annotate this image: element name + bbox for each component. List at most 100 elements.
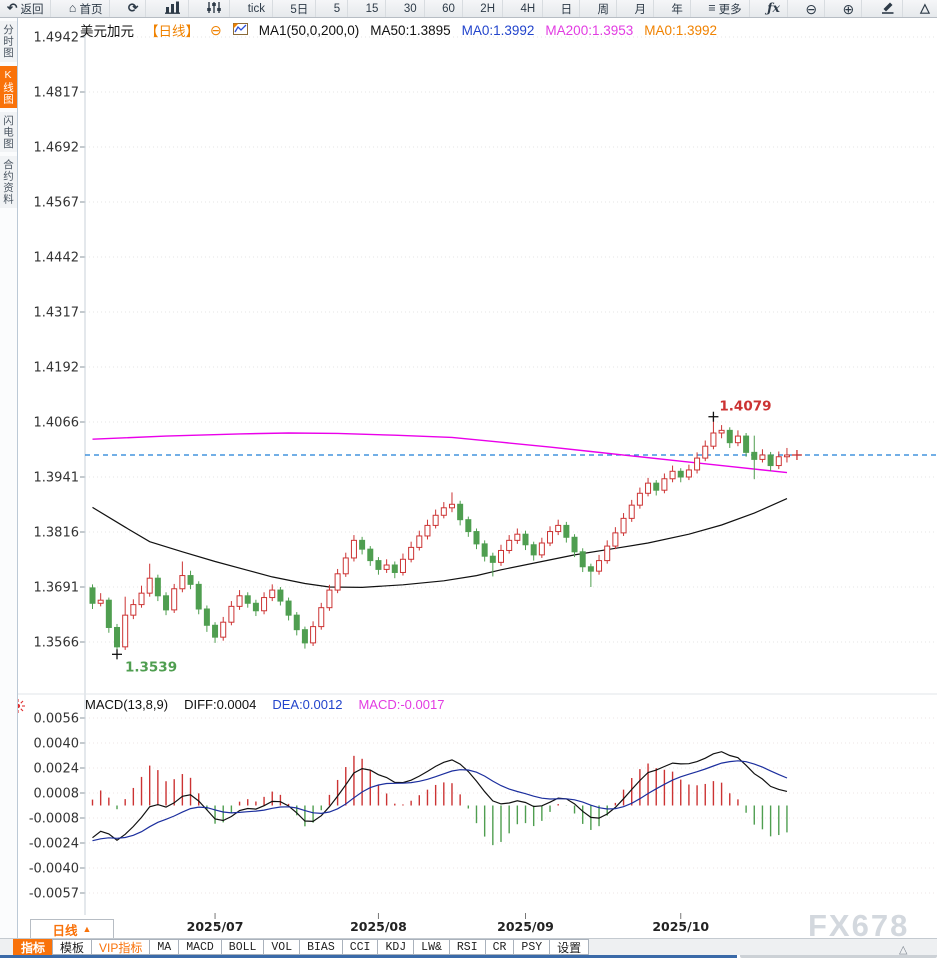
y-axis-label: 1.4192 — [34, 361, 80, 376]
top-toolbar: ↶ 返回 ⌂ 首页 ⟳ tick 5日 5 15 30 60 2H 4H 日 周 月 年 ≡ 更多 ƒx ⊖ ⊕ △ — [0, 0, 937, 18]
topbar-tf-2h-button[interactable]: 2H — [473, 0, 503, 17]
topbar-tf-month-button[interactable]: 月 — [627, 0, 654, 17]
topbar-tf-15-button[interactable]: 15 — [359, 0, 387, 17]
topbar-tf-5-button[interactable]: 5 — [327, 0, 349, 17]
tab-BOLL[interactable]: BOLL — [220, 939, 265, 955]
tab-设置[interactable]: 设置 — [549, 939, 590, 955]
topbar-tf-day-label: 日 — [560, 3, 573, 16]
ma50-value: MA50:1.3895 — [370, 22, 451, 38]
topbar-tf-4h-label: 4H — [520, 2, 536, 15]
y-axis-label: 1.4317 — [34, 306, 80, 321]
ma200-value: MA200:1.3953 — [545, 22, 634, 38]
x-axis-label: 2025/10 — [652, 919, 709, 934]
y-axis-label: 1.4942 — [34, 31, 80, 46]
topbar-tf-tick-button[interactable]: tick — [241, 0, 273, 17]
more-icon: ≡ — [708, 1, 716, 16]
tab-RSI[interactable]: RSI — [448, 939, 486, 955]
topbar-bar-chart-button[interactable] — [157, 0, 189, 17]
bar-chart-icon — [164, 1, 181, 17]
macd-y-axis-label: -0.0008 — [29, 812, 79, 827]
back-icon: ↶ — [7, 1, 18, 16]
tab-MA[interactable]: MA — [149, 939, 180, 955]
indicator-tab-bar: 指标 模板 VIP指标 MA MACD BOLL VOL BIAS CCI KDJ LW& RSI CR… — [0, 938, 937, 955]
macd-y-axis-label: -0.0040 — [29, 862, 79, 877]
topbar-draw-triangle-button[interactable]: △ — [913, 0, 937, 17]
topbar-draw-pencil-button[interactable] — [873, 0, 903, 17]
y-axis-label: 1.4567 — [34, 196, 80, 211]
indicator-thumbnail-icon[interactable] — [232, 22, 248, 38]
macd-y-axis-label: 0.0040 — [34, 737, 80, 752]
macd-y-axis-label: -0.0057 — [29, 887, 79, 902]
low-price-label: 1.3539 — [125, 659, 177, 675]
sidebar-item-2[interactable]: 闪电图 — [0, 111, 17, 152]
refresh-icon: ⟳ — [127, 1, 139, 16]
topbar-zoom-out-button[interactable]: ⊖ — [798, 0, 826, 17]
macd-y-axis-label: -0.0024 — [29, 837, 79, 852]
topbar-back-button[interactable]: ↶ 返回 — [0, 0, 52, 17]
ma0-blue-value: MA0:1.3992 — [461, 22, 535, 38]
topbar-tf-30-label: 30 — [403, 2, 417, 15]
macd-y-axis-label: 0.0008 — [34, 787, 80, 802]
tab-指标[interactable]: 指标 — [13, 939, 54, 955]
zoom-in-icon: ⊕ — [842, 0, 855, 17]
indicator-fx-icon: ƒx — [767, 0, 780, 16]
topbar-home-button[interactable]: ⌂ 首页 — [62, 0, 111, 17]
sidebar-item-1[interactable]: K线图 — [0, 65, 17, 108]
macd-header-row: MACD(13,8,9) DIFF:0.0004 DEA:0.0012 MACD… — [85, 697, 444, 712]
topbar-tf-month-label: 月 — [634, 3, 646, 16]
tab-模板[interactable]: 模板 — [52, 939, 93, 955]
topbar-tf-week-button[interactable]: 周 — [591, 0, 618, 17]
zoom-out-icon: ⊖ — [805, 0, 818, 17]
tab-KDJ[interactable]: KDJ — [377, 939, 415, 955]
draw-triangle-icon: △ — [920, 1, 930, 16]
horizontal-scrollbar-thumb[interactable] — [740, 953, 937, 958]
tab-PSY[interactable]: PSY — [513, 939, 551, 955]
y-axis-label: 1.4066 — [34, 416, 80, 431]
topbar-indicator-fx-button[interactable]: ƒx — [760, 0, 788, 17]
macd-hist-value: MACD:-0.0017 — [358, 697, 445, 712]
topbar-indicator-sliders-button[interactable] — [199, 0, 231, 17]
topbar-back-label: 返回 — [20, 3, 44, 16]
home-icon: ⌂ — [68, 1, 77, 16]
topbar-tf-day-button[interactable]: 日 — [554, 0, 581, 17]
topbar-home-label: 首页 — [79, 3, 103, 16]
topbar-tf-5d-label: 5日 — [290, 3, 309, 16]
macd-histogram — [91, 755, 788, 846]
tab-LW&[interactable]: LW& — [413, 939, 450, 955]
topbar-tf-week-label: 周 — [597, 3, 610, 16]
tab-MACD[interactable]: MACD — [178, 939, 222, 955]
topbar-tf-30-button[interactable]: 30 — [397, 0, 425, 17]
period-selector-label: 日线 — [52, 923, 78, 938]
sliders-icon — [206, 1, 222, 17]
topbar-tf-5d-button[interactable]: 5日 — [283, 0, 317, 17]
tab-VOL[interactable]: VOL — [263, 939, 301, 955]
tab-BIAS[interactable]: BIAS — [299, 939, 343, 955]
topbar-refresh-button[interactable]: ⟳ — [121, 0, 147, 17]
sidebar-item-0[interactable]: 分时图 — [0, 21, 17, 62]
topbar-tf-2h-label: 2H — [480, 2, 495, 15]
y-axis-label: 1.3691 — [34, 581, 80, 596]
bottom-strip — [0, 955, 737, 958]
macd-y-axis-label: 0.0024 — [34, 762, 80, 777]
tab-CCI[interactable]: CCI — [341, 939, 379, 955]
period-selector-button[interactable]: 日线 ▲ — [30, 919, 114, 939]
period-selector-arrow-icon: ▲ — [82, 924, 92, 934]
y-axis-label: 1.4817 — [34, 86, 80, 101]
topbar-zoom-in-button[interactable]: ⊕ — [836, 0, 863, 17]
collapse-panel-icon[interactable]: ⊖ — [210, 22, 222, 38]
sidebar-item-3[interactable]: 合约资料 — [0, 156, 17, 208]
main-chart-canvas[interactable]: 1.4942 1.4817 1.4692 1.4567 1.4442 1.4317 1.41… — [17, 17, 937, 958]
x-axis-label: 2025/09 — [497, 919, 554, 934]
topbar-tf-year-button[interactable]: 年 — [664, 0, 691, 17]
macd-params-label: MACD(13,8,9) — [85, 697, 169, 712]
ma50-line — [92, 498, 788, 589]
topbar-more-button[interactable]: ≡ 更多 — [701, 0, 750, 17]
tab-VIP指标[interactable]: VIP指标 — [91, 939, 151, 955]
chart-title-row: 美元加元 【日线】 ⊖ MA1(50,0,200,0) MA50:1.3895 … — [80, 20, 717, 40]
tab-CR[interactable]: CR — [484, 939, 515, 955]
scrollbar-arrow-icon[interactable]: △ — [899, 944, 908, 956]
high-price-label: 1.4079 — [719, 399, 771, 415]
topbar-tf-60-button[interactable]: 60 — [435, 0, 463, 17]
topbar-tf-4h-button[interactable]: 4H — [513, 0, 544, 17]
